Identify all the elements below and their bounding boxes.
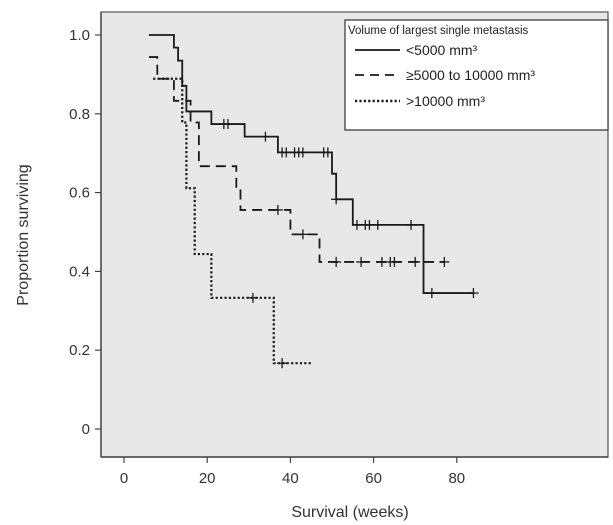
series-line-3	[153, 77, 312, 365]
legend-entry-1: <5000 mm³	[406, 42, 478, 58]
x-axis-title: Survival (weeks)	[291, 504, 408, 521]
x-tick-label: 20	[199, 470, 216, 487]
y-tick-label: 0.6	[69, 185, 90, 202]
y-tick-label: 0.2	[69, 342, 90, 359]
x-tick-label: 60	[365, 470, 382, 487]
y-axis-title: Proportion surviving	[15, 164, 32, 305]
x-tick-label: 0	[120, 470, 128, 487]
legend-entry-3: >10000 mm³	[406, 93, 485, 109]
series-line-1	[148, 34, 474, 294]
x-tick-label: 80	[448, 470, 465, 487]
legend-title: Volume of largest single metastasis	[348, 25, 529, 37]
legend-entry-2: ≥5000 to 10000 mm³	[406, 67, 535, 83]
y-tick-label: 0.8	[69, 106, 90, 123]
y-tick-label: 0	[82, 421, 90, 438]
series-line-2	[148, 56, 445, 263]
x-tick-label: 40	[282, 470, 299, 487]
y-tick-label: 0.4	[69, 263, 90, 280]
y-tick-label: 1.0	[69, 27, 90, 44]
